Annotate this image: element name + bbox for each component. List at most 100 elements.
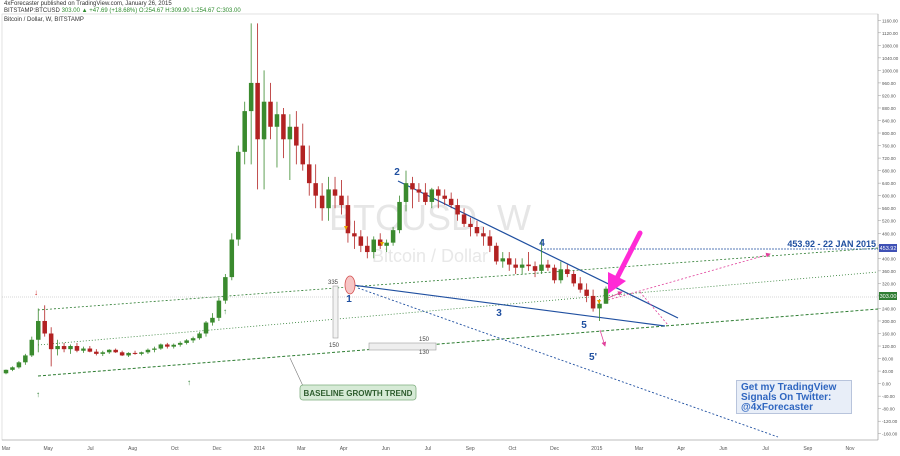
candle-body — [345, 205, 351, 234]
baseline-callout-text: BASELINE GROWTH TREND — [304, 389, 413, 398]
candle — [165, 342, 170, 349]
candle — [274, 101, 280, 168]
candle-body — [377, 239, 383, 246]
y-tick-label: 520.00 — [882, 219, 896, 224]
candle — [603, 286, 609, 304]
x-tick-label: 2015 — [591, 446, 602, 452]
y-tick-label: 0.00 — [882, 382, 891, 387]
candle-body — [139, 352, 144, 354]
channel-upper-line — [37, 247, 879, 311]
candle-body — [448, 198, 454, 206]
candle-body — [558, 269, 564, 281]
candle-body — [242, 111, 247, 152]
lower-projection-line — [357, 287, 779, 438]
candle — [590, 289, 596, 312]
target-price-tag-text: 453.92 — [880, 246, 897, 252]
projection-arrow-up — [607, 252, 771, 301]
candle-body — [500, 258, 506, 262]
wave-label-5-prime: 5' — [589, 352, 597, 363]
candle-body — [461, 214, 467, 224]
candle-body — [584, 289, 589, 296]
baseline-callout-box — [299, 384, 417, 401]
y-tick-label: 160.00 — [882, 332, 896, 337]
twitter-handle[interactable]: @4xForecaster — [741, 402, 814, 413]
wave-label-1: 1 — [346, 294, 352, 305]
y-tick-label: 240.00 — [882, 306, 896, 311]
candle — [23, 353, 28, 365]
candle — [500, 252, 506, 268]
candle-body — [177, 342, 183, 345]
x-tick-label: Jul — [425, 446, 431, 452]
candle-body — [100, 352, 106, 354]
candle — [468, 217, 473, 237]
candle — [429, 187, 435, 209]
red-down-arrow: ↓ — [34, 288, 38, 297]
candle — [203, 320, 209, 337]
baseline-callout-line — [289, 357, 304, 387]
candle-body — [603, 288, 609, 304]
candle-body — [113, 349, 118, 353]
x-tick-label: Oct — [171, 446, 179, 452]
candle-body — [506, 258, 512, 265]
candle-body — [519, 264, 525, 268]
target-price-tag — [879, 244, 897, 252]
candle-body — [287, 126, 293, 140]
candle-body — [481, 233, 486, 237]
y-tick-label: -80.00 — [882, 407, 895, 412]
candle-body — [494, 245, 499, 262]
y-tick-label: 920.00 — [882, 93, 896, 98]
candle — [261, 70, 267, 190]
candle-body — [358, 236, 364, 246]
candle-body — [48, 333, 54, 350]
y-tick-label: 1000.00 — [882, 68, 899, 73]
candle-body — [216, 300, 222, 318]
candle — [177, 341, 183, 347]
candle — [184, 339, 189, 345]
y-tick-label: 600.00 — [882, 194, 896, 199]
candle — [584, 283, 589, 303]
range-box-335 — [332, 285, 339, 339]
candle-body — [539, 264, 544, 271]
candle-body — [3, 369, 9, 374]
twitter-line-2: Signals On Twitter: — [741, 392, 832, 403]
x-tick-label: Jun — [719, 446, 727, 452]
candle — [442, 189, 447, 206]
wave-label-5: 5 — [581, 320, 587, 331]
watermark-symbol: BTCUSD, W — [329, 197, 531, 238]
candle-body — [94, 351, 99, 354]
x-tick-label: Dec — [213, 446, 222, 452]
projection-arrow-small — [607, 291, 623, 299]
candle — [74, 342, 80, 353]
candle — [339, 180, 344, 215]
twitter-line-1: Get my TradingView — [741, 382, 837, 393]
candle — [55, 339, 60, 356]
x-tick-label: Dec — [550, 446, 559, 452]
candle-body — [274, 114, 280, 127]
candle-body — [410, 183, 415, 190]
candle-body — [158, 344, 164, 349]
candle-body — [371, 239, 376, 253]
candle — [223, 273, 228, 304]
x-tick-label: Jun — [382, 446, 390, 452]
ohlc-text: O:254.67 H:309.90 L:254.67 C:303.00 — [138, 8, 241, 14]
candle-body — [436, 189, 441, 196]
candle — [87, 346, 93, 353]
y-tick-label: 960.00 — [882, 81, 896, 86]
candle — [345, 195, 351, 243]
candle — [448, 192, 454, 209]
candle-body — [126, 352, 131, 356]
twitter-promo[interactable]: Get my TradingView Signals On Twitter: @… — [736, 380, 852, 414]
candle — [236, 145, 241, 246]
candle — [68, 344, 73, 354]
candle — [158, 343, 164, 350]
candle — [403, 170, 409, 212]
marker-triangle — [380, 242, 384, 246]
candle — [532, 261, 538, 278]
y-tick-label: 840.00 — [882, 119, 896, 124]
y-tick-label: 800.00 — [882, 131, 896, 136]
candle — [229, 233, 235, 281]
candle-body — [306, 164, 312, 184]
candle-body — [268, 101, 273, 127]
candle — [487, 230, 493, 253]
candle-body — [16, 362, 22, 368]
